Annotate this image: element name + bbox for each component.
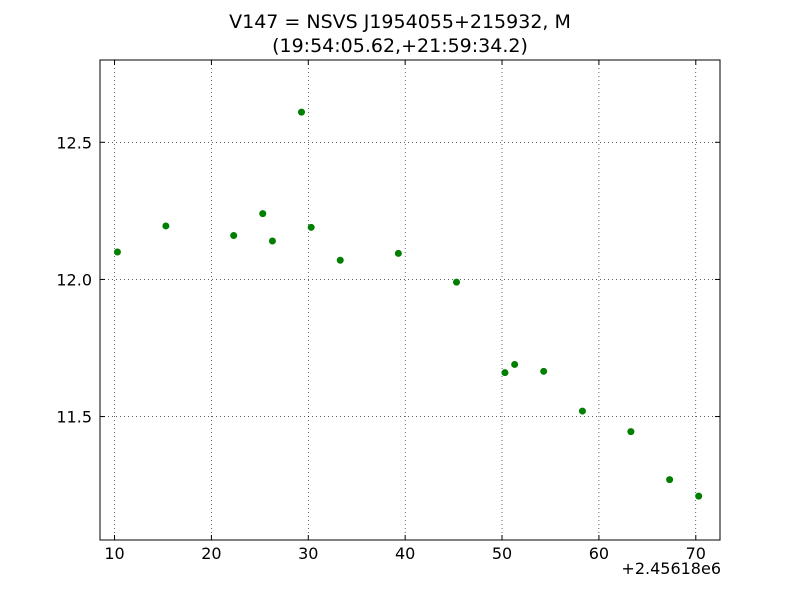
y-tick-label: 12.5: [56, 133, 92, 152]
x-tick-label: 40: [395, 544, 415, 563]
data-point: [695, 492, 703, 500]
data-point: [162, 222, 170, 230]
data-point: [501, 369, 509, 377]
x-tick-label: 30: [298, 544, 318, 563]
y-tick-label: 12.0: [56, 270, 92, 289]
y-tick-label: 11.5: [56, 408, 92, 427]
chart-title: V147 = NSVS J1954055+215932, M: [229, 11, 571, 33]
grid-lines: [100, 60, 720, 540]
plot-frame: [99, 59, 721, 541]
data-point: [453, 278, 460, 286]
data-point: [113, 248, 121, 256]
data-point: [259, 210, 267, 218]
x-tick-label: 60: [589, 544, 609, 563]
data-point: [336, 256, 344, 264]
x-tick-label: 70: [686, 544, 706, 563]
data-point: [268, 237, 276, 245]
x-tick-label: 20: [201, 544, 221, 563]
data-point: [394, 249, 402, 257]
data-point: [578, 407, 586, 415]
x-axis-offset-label: +2.45618e6: [621, 559, 721, 578]
data-point: [307, 223, 315, 231]
chart-subtitle: (19:54:05.62,+21:59:34.2): [272, 35, 528, 57]
data-point: [540, 367, 548, 375]
data-point: [230, 232, 238, 240]
data-point: [298, 108, 305, 116]
data-points: [113, 108, 703, 500]
data-point: [666, 476, 674, 484]
x-tick-label: 10: [104, 544, 124, 563]
axis-ticks: [100, 60, 720, 540]
axis-tick-labels: 10 20 30 40 50 60 70 11.5 12.0 12.5: [56, 133, 706, 563]
x-tick-label: 50: [492, 544, 512, 563]
data-point: [627, 428, 635, 436]
data-point: [511, 360, 519, 368]
